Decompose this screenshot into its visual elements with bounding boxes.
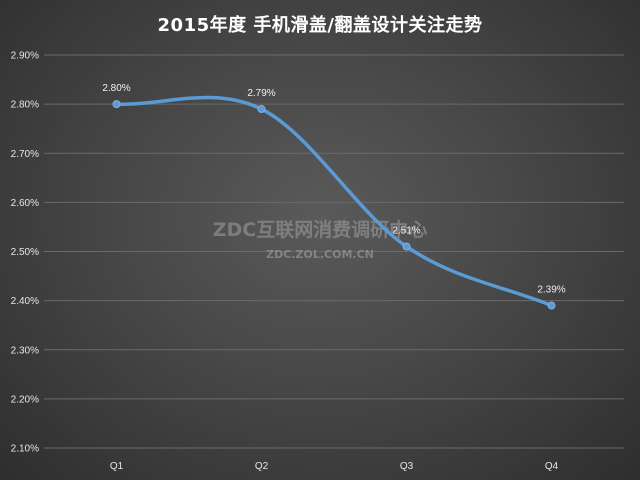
y-tick-label: 2.10% <box>11 444 39 455</box>
data-label: 2.51% <box>392 226 420 237</box>
y-tick-label: 2.60% <box>11 198 39 209</box>
watermark-main-text: ZDC互联网消费调研中心 <box>213 218 428 241</box>
data-label: 2.80% <box>102 83 130 94</box>
data-label: 2.79% <box>247 88 275 99</box>
chart-title: 2015年度 手机滑盖/翻盖设计关注走势 <box>157 15 483 36</box>
y-tick-label: 2.30% <box>11 345 39 356</box>
y-tick-label: 2.90% <box>11 51 39 62</box>
x-tick-label: Q3 <box>400 461 414 472</box>
data-point <box>402 242 411 251</box>
y-tick-label: 2.40% <box>11 296 39 307</box>
y-tick-label: 2.80% <box>11 100 39 111</box>
x-tick-label: Q2 <box>255 461 269 472</box>
x-axis-ticks: Q1 Q2 Q3 Q4 <box>110 461 559 472</box>
data-point <box>257 105 266 114</box>
watermark: ZDC互联网消费调研中心 ZDC.ZOL.COM.CN <box>213 218 428 261</box>
grid-lines <box>44 54 624 449</box>
x-tick-label: Q1 <box>110 461 124 472</box>
series-line <box>114 95 554 308</box>
series-layer <box>112 95 556 310</box>
data-point <box>547 301 556 310</box>
y-axis-ticks: 2.90% 2.80% 2.70% 2.60% 2.50% 2.40% 2.30% 2.20%… <box>11 51 39 455</box>
y-tick-label: 2.20% <box>11 394 39 405</box>
data-labels: 2.80% 2.79% 2.51% 2.39% <box>102 83 565 295</box>
y-tick-label: 2.50% <box>11 247 39 258</box>
data-label: 2.39% <box>537 285 565 296</box>
y-tick-label: 2.70% <box>11 149 39 160</box>
watermark-sub-text: ZDC.ZOL.COM.CN <box>266 248 374 261</box>
x-tick-label: Q4 <box>545 461 559 472</box>
data-point <box>112 100 121 109</box>
